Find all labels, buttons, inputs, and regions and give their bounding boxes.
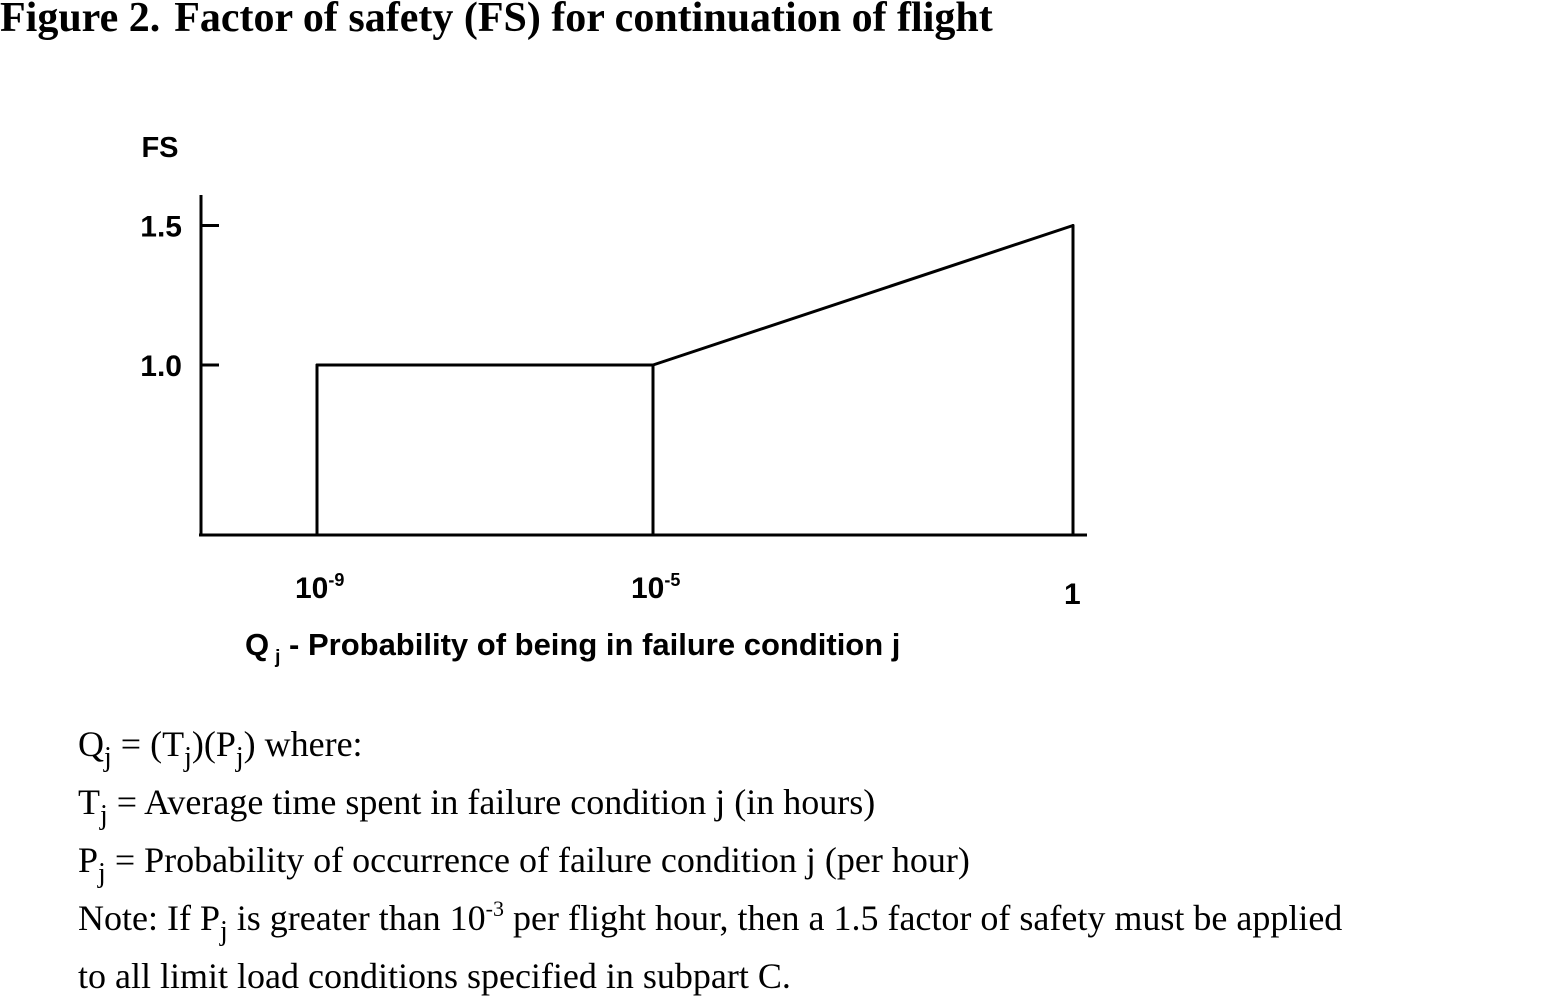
x-axis-label-rest: - Probability of being in failure condit…	[280, 627, 900, 662]
series-point-1	[315, 363, 319, 367]
figure-title-text: Factor of safety (FS) for continuation o…	[174, 0, 993, 41]
note-line-q: Qj = (Tj)(Pj) where:	[78, 724, 363, 773]
y-axis-label: FS	[141, 132, 178, 164]
y-tick-label: 1.0	[140, 350, 182, 383]
x-axis-label-q: Q	[245, 627, 269, 662]
figure-title: Figure 2. Factor of safety (FS) for conti…	[0, 0, 993, 42]
x-tick-label: 10-5	[631, 570, 680, 605]
series-point-3	[1071, 224, 1075, 227]
note-line-note: Note: If Pj is greater than 10-3 per fli…	[78, 896, 1343, 947]
x-tick-label: 10-9	[295, 570, 344, 605]
x-tick-label: 1	[1064, 578, 1081, 611]
x-axis-label-sub: j	[274, 647, 280, 668]
note-line-p: Pj = Probability of occurrence of failur…	[78, 840, 970, 889]
notes-block: Qj = (Tj)(Pj) where: Tj = Average time s…	[78, 715, 1342, 1005]
note-line-t: Tj = Average time spent in failure condi…	[78, 782, 876, 831]
y-tick-label: 1.5	[140, 211, 182, 244]
series-point-2	[651, 363, 655, 367]
figure-label: Figure 2.	[0, 0, 161, 41]
fs-series	[315, 224, 1075, 535]
x-ticks: 10-9 10-5 1	[295, 570, 1081, 611]
y-ticks: 1.0 1.5	[140, 211, 219, 383]
series-segment-2	[651, 224, 1075, 367]
note-line-subpart: to all limit load conditions specified i…	[78, 956, 791, 996]
